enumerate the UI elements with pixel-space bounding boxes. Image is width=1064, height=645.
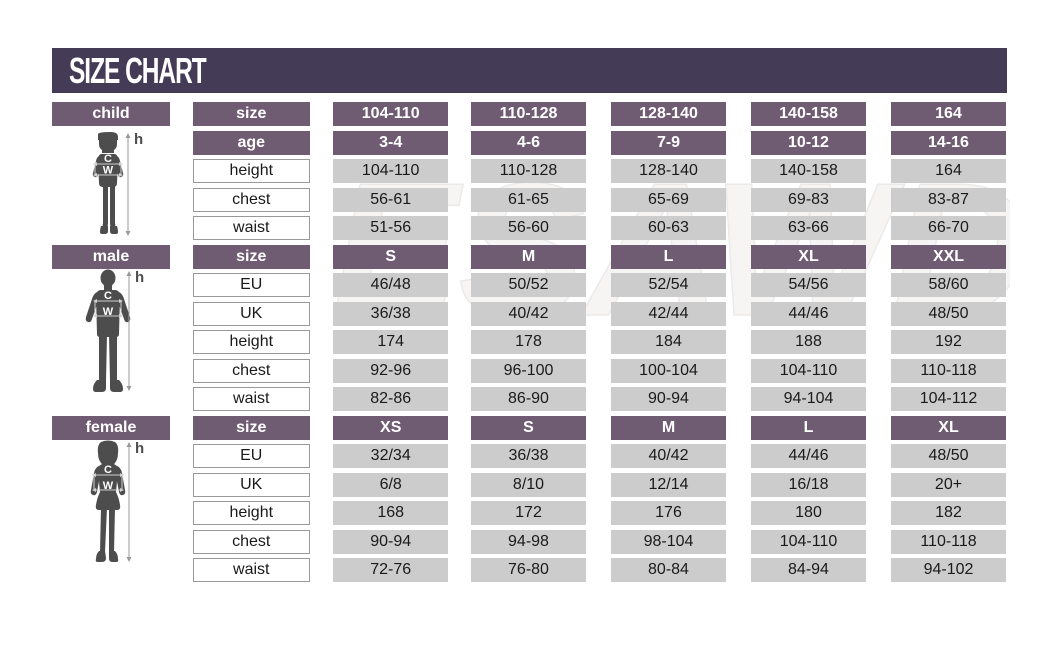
svg-text:C: C <box>104 464 112 476</box>
svg-text:h: h <box>135 440 144 457</box>
svg-text:W: W <box>103 306 114 318</box>
svg-text:h: h <box>135 269 144 286</box>
svg-text:C: C <box>104 153 112 165</box>
svg-text:W: W <box>103 480 114 492</box>
svg-text:W: W <box>103 165 114 177</box>
svg-text:h: h <box>134 131 143 148</box>
svg-text:C: C <box>104 290 112 302</box>
